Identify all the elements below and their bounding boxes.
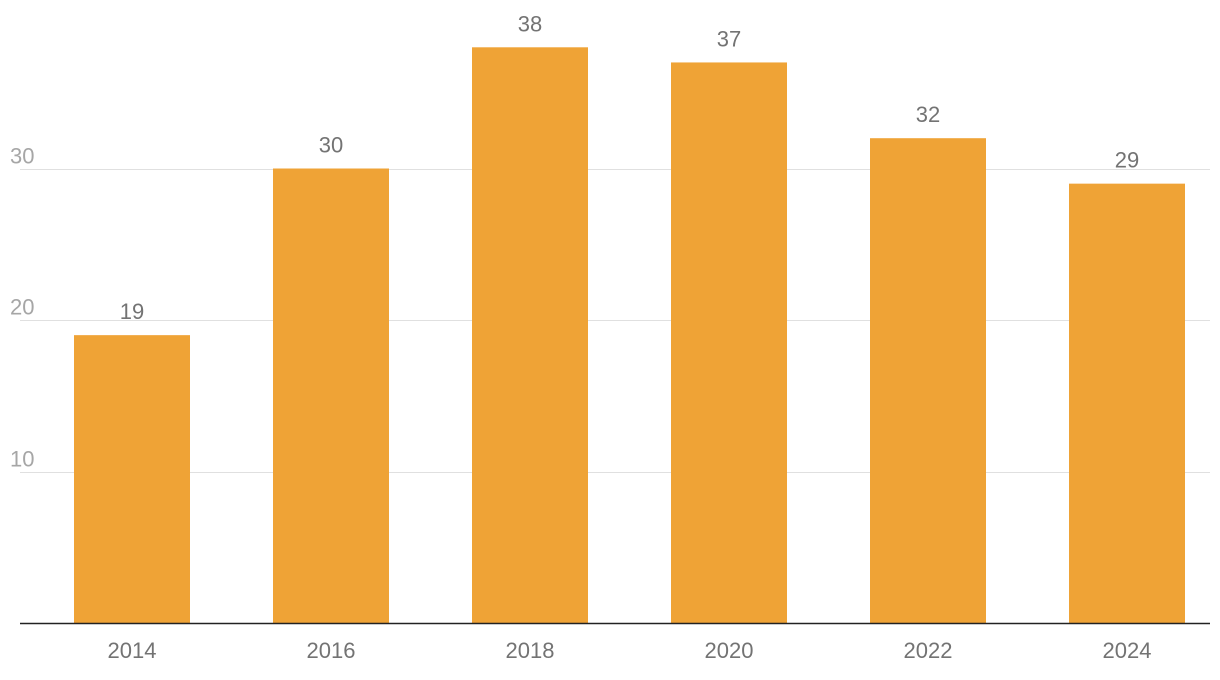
- data-label: 37: [717, 26, 741, 51]
- bars: [74, 47, 1185, 624]
- bar-2016: [273, 168, 389, 623]
- bar-2014: [74, 335, 190, 623]
- y-tick-label: 10: [10, 447, 34, 472]
- x-tick-label: 2022: [904, 638, 953, 663]
- x-tick-label: 2020: [705, 638, 754, 663]
- data-label: 30: [319, 133, 343, 158]
- y-axis-ticks: 10 20 30: [10, 144, 34, 472]
- y-tick-label: 20: [10, 295, 34, 320]
- data-label: 38: [518, 11, 542, 36]
- x-tick-label: 2014: [108, 638, 157, 663]
- x-axis-ticks: 2014 2016 2018 2020 2022 2024: [108, 638, 1152, 663]
- data-label: 29: [1115, 148, 1139, 173]
- y-tick-label: 30: [10, 144, 34, 169]
- data-labels: 19 30 38 37 32 29: [120, 11, 1139, 324]
- bar-2020: [671, 62, 787, 623]
- gridlines: [20, 169, 1210, 473]
- data-label: 19: [120, 299, 144, 324]
- data-label: 32: [916, 102, 940, 127]
- x-tick-label: 2018: [506, 638, 555, 663]
- bar-2024: [1069, 183, 1185, 623]
- x-tick-label: 2024: [1103, 638, 1152, 663]
- x-tick-label: 2016: [307, 638, 356, 663]
- bar-2022: [870, 138, 986, 623]
- bar-2018: [472, 47, 588, 624]
